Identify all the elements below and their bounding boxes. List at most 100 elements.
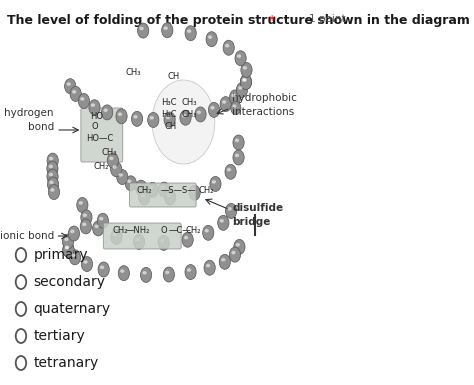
Circle shape <box>163 267 174 282</box>
Circle shape <box>137 23 149 38</box>
Ellipse shape <box>184 236 188 239</box>
Circle shape <box>220 97 231 112</box>
Ellipse shape <box>205 229 208 232</box>
Ellipse shape <box>232 94 235 97</box>
Ellipse shape <box>136 239 139 241</box>
Circle shape <box>164 190 176 205</box>
Ellipse shape <box>243 67 246 69</box>
Text: H₃C: H₃C <box>161 98 176 107</box>
Circle shape <box>164 112 175 127</box>
Text: CH: CH <box>167 72 180 81</box>
Circle shape <box>235 51 246 66</box>
Circle shape <box>117 169 128 184</box>
Circle shape <box>204 260 215 275</box>
Circle shape <box>210 176 221 191</box>
Circle shape <box>63 242 74 257</box>
Circle shape <box>47 169 58 184</box>
Circle shape <box>237 82 247 97</box>
Ellipse shape <box>161 239 164 242</box>
Text: hydrogen
bond: hydrogen bond <box>4 109 54 132</box>
Circle shape <box>241 62 252 77</box>
Circle shape <box>16 302 26 316</box>
Circle shape <box>116 109 127 124</box>
Ellipse shape <box>188 30 191 32</box>
Ellipse shape <box>182 114 185 117</box>
Circle shape <box>131 111 143 126</box>
Circle shape <box>162 23 173 38</box>
Ellipse shape <box>84 261 87 263</box>
Ellipse shape <box>211 107 214 109</box>
Text: CH: CH <box>164 122 177 131</box>
Ellipse shape <box>121 270 124 272</box>
Ellipse shape <box>138 184 141 187</box>
Ellipse shape <box>73 90 76 93</box>
Ellipse shape <box>50 181 53 184</box>
Circle shape <box>158 235 169 250</box>
Circle shape <box>240 75 252 90</box>
Circle shape <box>147 112 159 127</box>
Circle shape <box>47 153 58 168</box>
Circle shape <box>16 248 26 262</box>
Circle shape <box>229 247 241 262</box>
Ellipse shape <box>49 165 53 168</box>
Ellipse shape <box>110 157 113 159</box>
Ellipse shape <box>239 87 242 89</box>
Ellipse shape <box>91 104 94 106</box>
Ellipse shape <box>166 116 170 119</box>
Text: CH₂: CH₂ <box>199 186 214 195</box>
Ellipse shape <box>236 244 239 246</box>
Text: CH₃: CH₃ <box>181 98 197 107</box>
Ellipse shape <box>104 109 107 112</box>
Ellipse shape <box>228 169 230 171</box>
Ellipse shape <box>49 173 53 176</box>
Text: tertiary: tertiary <box>34 329 85 343</box>
Ellipse shape <box>71 230 74 233</box>
Text: O: O <box>91 122 98 131</box>
Circle shape <box>47 177 59 192</box>
Ellipse shape <box>220 219 223 222</box>
Circle shape <box>69 250 81 265</box>
Circle shape <box>81 210 92 225</box>
Text: quaternary: quaternary <box>34 302 111 316</box>
Ellipse shape <box>233 105 236 107</box>
Text: CH₂: CH₂ <box>186 226 201 235</box>
Circle shape <box>47 161 58 176</box>
Ellipse shape <box>209 36 211 38</box>
Text: secondary: secondary <box>34 275 106 289</box>
Ellipse shape <box>72 254 75 256</box>
Circle shape <box>136 180 147 195</box>
Circle shape <box>64 79 76 94</box>
Circle shape <box>180 110 191 125</box>
Circle shape <box>70 86 82 101</box>
Circle shape <box>63 234 73 249</box>
Circle shape <box>147 182 158 197</box>
Circle shape <box>229 90 241 105</box>
Ellipse shape <box>67 83 70 85</box>
Text: CH₃: CH₃ <box>126 68 141 77</box>
Circle shape <box>219 254 230 269</box>
Ellipse shape <box>207 264 210 267</box>
Ellipse shape <box>83 214 86 216</box>
Circle shape <box>118 266 129 281</box>
Ellipse shape <box>118 113 121 116</box>
Circle shape <box>89 100 100 115</box>
Circle shape <box>189 185 200 200</box>
Circle shape <box>68 226 80 241</box>
Ellipse shape <box>83 223 86 226</box>
Text: CH₃: CH₃ <box>101 148 117 157</box>
Circle shape <box>16 356 26 370</box>
Text: ionic bond: ionic bond <box>0 231 54 241</box>
Circle shape <box>152 80 215 164</box>
Ellipse shape <box>197 111 201 114</box>
Ellipse shape <box>134 116 137 118</box>
Ellipse shape <box>161 186 164 189</box>
Ellipse shape <box>232 251 235 254</box>
Ellipse shape <box>95 225 98 228</box>
Text: CH₃: CH₃ <box>181 110 197 119</box>
Circle shape <box>225 164 236 179</box>
Text: H₃C: H₃C <box>161 110 176 119</box>
Text: —S—S—: —S—S— <box>161 186 197 195</box>
Circle shape <box>97 213 109 228</box>
Ellipse shape <box>222 258 225 261</box>
Ellipse shape <box>236 154 238 157</box>
